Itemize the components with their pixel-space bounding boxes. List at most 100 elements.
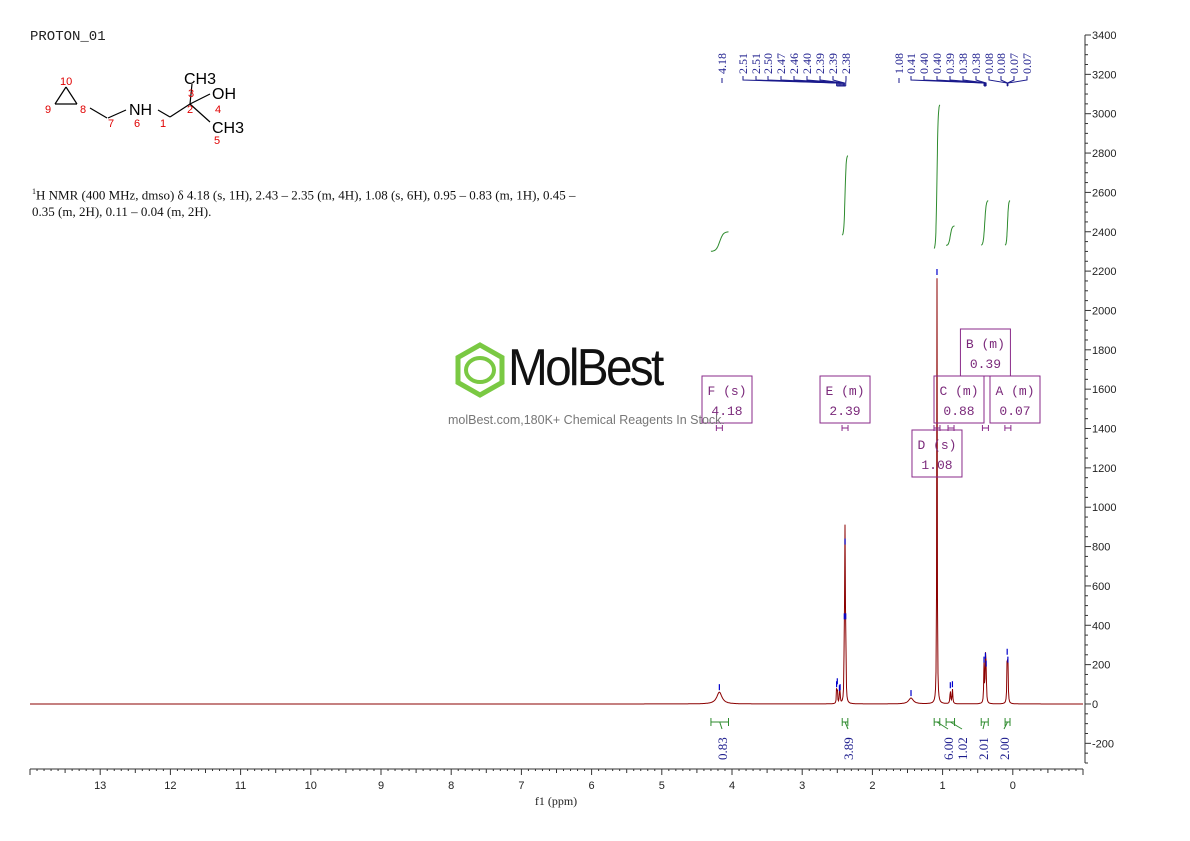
multiplet-id: F (s) bbox=[707, 384, 746, 399]
multiplet-id: C (m) bbox=[939, 384, 978, 399]
integral-connector bbox=[950, 721, 963, 730]
peak-markers bbox=[718, 269, 1009, 697]
integral-connector bbox=[936, 721, 949, 730]
peak-label: 0.38 bbox=[969, 53, 983, 74]
peak-label: 0.40 bbox=[930, 53, 944, 74]
atom-oh: OH bbox=[212, 86, 236, 103]
y-tick-label: 3000 bbox=[1092, 109, 1116, 121]
peak-label: 2.38 bbox=[839, 53, 853, 74]
integral-labels: 0.83 3.89 6.00 1.02 2.01 2.00 bbox=[710, 718, 1012, 760]
spectrum-line bbox=[30, 278, 1083, 705]
x-tick-label: 4 bbox=[729, 780, 735, 792]
sample-name: PROTON_01 bbox=[30, 29, 106, 45]
y-tick-label: 1600 bbox=[1092, 384, 1116, 396]
x-tick-label: 10 bbox=[305, 780, 317, 792]
integral-curve bbox=[1004, 200, 1011, 246]
y-tick-label: 1400 bbox=[1092, 424, 1116, 436]
multiplet-box bbox=[989, 375, 1041, 424]
multiplet-box bbox=[959, 328, 1011, 377]
y-tick-label: 2400 bbox=[1092, 227, 1116, 239]
peak-label: 4.18 bbox=[715, 53, 729, 74]
nmr-summary-body: H NMR (400 MHz, dmso) δ 4.18 (s, 1H), 2.… bbox=[32, 187, 576, 220]
integral-curve bbox=[841, 155, 849, 236]
peak-label: 2.46 bbox=[787, 53, 801, 74]
peak-label: 2.47 bbox=[774, 53, 788, 74]
atom-nh: NH bbox=[129, 102, 152, 119]
peak-label: 2.51 bbox=[736, 53, 750, 74]
multiplet-shift: 4.18 bbox=[711, 404, 742, 419]
multiplet-shift: 0.39 bbox=[970, 357, 1001, 372]
y-tick-label: 800 bbox=[1092, 542, 1110, 554]
atom-ch3-top: CH3 bbox=[184, 71, 216, 88]
multiplet-box bbox=[819, 375, 871, 424]
peak-connector bbox=[806, 76, 843, 86]
y-tick-label: 2800 bbox=[1092, 148, 1116, 160]
peak-label: 2.39 bbox=[826, 53, 840, 74]
integral-curve bbox=[945, 225, 955, 246]
peak-label: 0.07 bbox=[1020, 53, 1034, 74]
multiplet-shift: 0.07 bbox=[999, 404, 1030, 419]
y-tick-label: 3400 bbox=[1092, 30, 1116, 42]
atom-number-3: 3 bbox=[188, 88, 194, 100]
x-tick-label: 3 bbox=[799, 780, 805, 792]
x-tick-label: 7 bbox=[518, 780, 524, 792]
y-tick-label: 400 bbox=[1092, 620, 1110, 632]
peak-connector bbox=[1007, 76, 1028, 86]
atom-number-5: 5 bbox=[214, 135, 220, 147]
peak-connector bbox=[1000, 76, 1008, 86]
peak-label: 2.50 bbox=[761, 53, 775, 74]
x-tick-label: 12 bbox=[164, 780, 176, 792]
peak-label: 0.07 bbox=[1007, 53, 1021, 74]
x-tick-label: 5 bbox=[659, 780, 665, 792]
x-tick-label: 1 bbox=[940, 780, 946, 792]
logo-wordmark: MolBest bbox=[508, 339, 664, 397]
y-tick-label: 2000 bbox=[1092, 305, 1116, 317]
atom-number-9: 9 bbox=[45, 104, 51, 116]
peak-label: 0.08 bbox=[982, 53, 996, 74]
atom-number-4: 4 bbox=[215, 104, 221, 116]
peak-label: 2.40 bbox=[800, 53, 814, 74]
multiplet-boxes: F (s) 4.18 E (m) 2.39 D (s) 1.08 C (m) 0.88 B (m… bbox=[701, 328, 1041, 478]
multiplet-shift: 2.39 bbox=[829, 404, 860, 419]
atom-number-2: 2 bbox=[187, 104, 193, 116]
logo-tagline: molBest.com,180K+ Chemical Reagents In S… bbox=[448, 413, 725, 427]
y-tick-label: -200 bbox=[1092, 738, 1114, 750]
integral-label: 6.00 bbox=[941, 737, 956, 760]
integral-connector bbox=[1003, 721, 1008, 730]
peak-label: 0.40 bbox=[917, 53, 931, 74]
nmr-summary-text: 1H NMR (400 MHz, dmso) δ 4.18 (s, 1H), 2… bbox=[32, 183, 592, 220]
atom-number-6: 6 bbox=[134, 118, 140, 130]
x-tick-label: 9 bbox=[378, 780, 384, 792]
integral-curve bbox=[710, 231, 729, 252]
peak-connector bbox=[793, 76, 842, 86]
peak-connector bbox=[819, 76, 844, 86]
atom-number-7: 7 bbox=[108, 118, 114, 130]
peak-label: 0.08 bbox=[994, 53, 1008, 74]
integral-curve bbox=[933, 104, 941, 249]
integral-label: 2.00 bbox=[997, 737, 1012, 760]
integral-connector bbox=[982, 721, 986, 730]
y-tick-label: 3200 bbox=[1092, 69, 1116, 81]
peak-connector bbox=[988, 76, 1008, 86]
y-tick-label: 0 bbox=[1092, 699, 1098, 711]
integral-connector bbox=[844, 721, 849, 730]
x-tick-label: 2 bbox=[869, 780, 875, 792]
integral-label: 0.83 bbox=[715, 737, 730, 760]
x-axis-title: f1 (ppm) bbox=[535, 794, 577, 808]
integral-label: 3.89 bbox=[841, 737, 856, 760]
atom-number-10: 10 bbox=[60, 76, 72, 88]
atom-number-1: 1 bbox=[160, 118, 166, 130]
peak-label: 1.08 bbox=[892, 53, 906, 74]
molecule-structure: 10 9 8 7 6 1 2 3 4 5 CH3 OH NH CH3 bbox=[45, 71, 244, 147]
multiplet-box bbox=[933, 375, 985, 424]
atom-number-8: 8 bbox=[80, 104, 86, 116]
molbest-logo-icon bbox=[455, 342, 505, 398]
y-tick-label: 2600 bbox=[1092, 187, 1116, 199]
multiplet-box bbox=[911, 429, 963, 478]
multiplet-id: A (m) bbox=[995, 384, 1034, 399]
integral-connector bbox=[719, 721, 723, 730]
peak-connector bbox=[832, 76, 846, 86]
integral-label: 2.01 bbox=[976, 737, 991, 760]
axis-ticks: 13 12 11 10 9 8 7 6 5 4 3 2 1 03400320030002800260024… bbox=[29, 30, 1116, 792]
